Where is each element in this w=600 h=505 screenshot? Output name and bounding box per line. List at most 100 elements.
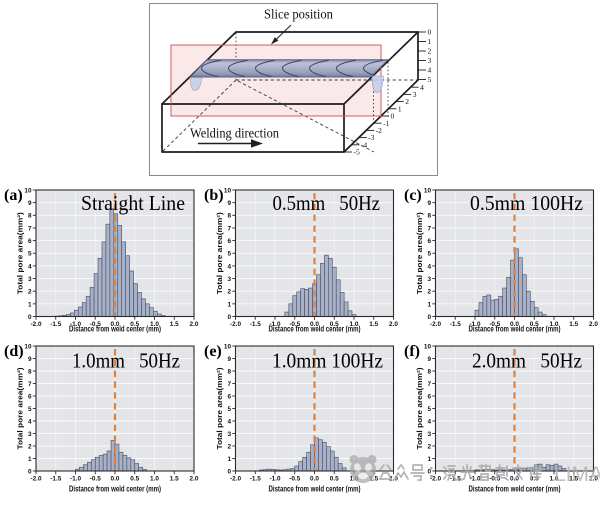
svg-text:4: 4 xyxy=(28,263,32,270)
svg-text:1: 1 xyxy=(398,104,402,113)
svg-text:Slice position: Slice position xyxy=(264,8,333,23)
svg-text:2: 2 xyxy=(427,289,431,296)
svg-text:(b): (b) xyxy=(204,187,224,204)
svg-text:-1.5: -1.5 xyxy=(450,321,461,328)
svg-text:0: 0 xyxy=(227,468,231,475)
svg-text:0.5mm 50Hz: 0.5mm 50Hz xyxy=(273,191,381,215)
svg-text:4: 4 xyxy=(227,263,231,270)
svg-text:LIMA: LIMA xyxy=(554,463,600,486)
svg-text:4: 4 xyxy=(427,418,431,425)
svg-text:6: 6 xyxy=(227,393,231,400)
svg-text:7: 7 xyxy=(227,225,231,232)
svg-text:4: 4 xyxy=(227,418,231,425)
svg-text:6: 6 xyxy=(28,393,32,400)
svg-text:0: 0 xyxy=(28,314,32,321)
svg-text:Total pore area(mm²): Total pore area(mm²) xyxy=(415,212,424,295)
svg-text:0: 0 xyxy=(427,314,431,321)
svg-text:1: 1 xyxy=(28,456,32,463)
svg-text:6: 6 xyxy=(28,238,32,245)
svg-text:-1.0: -1.0 xyxy=(469,475,480,482)
svg-text:-5: -5 xyxy=(354,148,360,157)
svg-text:4: 4 xyxy=(28,418,32,425)
svg-text:(e): (e) xyxy=(204,343,222,360)
svg-text:5: 5 xyxy=(227,251,231,258)
svg-text:8: 8 xyxy=(227,368,231,375)
svg-text:10: 10 xyxy=(24,187,32,194)
svg-text:2: 2 xyxy=(227,443,231,450)
svg-text:8: 8 xyxy=(28,368,32,375)
svg-text:0.5: 0.5 xyxy=(130,475,139,482)
svg-text:0: 0 xyxy=(428,28,432,37)
svg-text:4: 4 xyxy=(420,83,424,92)
svg-text:Distance from weld center (mm): Distance from weld center (mm) xyxy=(69,485,161,494)
svg-text:0: 0 xyxy=(227,314,231,321)
svg-text:Distance from weld center (mm): Distance from weld center (mm) xyxy=(269,325,361,334)
svg-text:9: 9 xyxy=(227,200,231,207)
svg-text:0.5: 0.5 xyxy=(330,475,339,482)
svg-text:-0.5: -0.5 xyxy=(289,475,300,482)
svg-text:7: 7 xyxy=(28,225,32,232)
svg-text:-1.5: -1.5 xyxy=(250,321,261,328)
svg-text:-2.0: -2.0 xyxy=(230,321,241,328)
svg-text:6: 6 xyxy=(427,238,431,245)
svg-text:1.5: 1.5 xyxy=(170,475,179,482)
svg-text:1: 1 xyxy=(28,301,32,308)
svg-text:-4: -4 xyxy=(361,140,367,149)
svg-text:-1.5: -1.5 xyxy=(250,475,261,482)
svg-text:5: 5 xyxy=(427,406,431,413)
svg-text:2: 2 xyxy=(428,47,432,56)
svg-text:0: 0 xyxy=(28,468,32,475)
svg-text:7: 7 xyxy=(227,381,231,388)
svg-text:-1: -1 xyxy=(383,119,389,128)
svg-text:2: 2 xyxy=(227,289,231,296)
svg-text:(a): (a) xyxy=(4,187,23,204)
svg-text:-3: -3 xyxy=(368,133,374,142)
svg-text:5: 5 xyxy=(28,406,32,413)
svg-text:7: 7 xyxy=(28,381,32,388)
svg-text:2: 2 xyxy=(427,443,431,450)
svg-text:-0.5: -0.5 xyxy=(90,475,101,482)
svg-text:9: 9 xyxy=(227,356,231,363)
svg-text:1.5: 1.5 xyxy=(369,321,378,328)
svg-text:Distance from weld center (mm): Distance from weld center (mm) xyxy=(469,485,561,494)
svg-text:1.5: 1.5 xyxy=(170,321,179,328)
svg-text:3: 3 xyxy=(428,56,432,65)
svg-text:0.0: 0.0 xyxy=(111,475,120,482)
svg-text:1: 1 xyxy=(427,301,431,308)
svg-text:0.0: 0.0 xyxy=(310,475,319,482)
svg-text:2.0: 2.0 xyxy=(389,321,398,328)
svg-text:3: 3 xyxy=(227,276,231,283)
svg-text:(f): (f) xyxy=(404,343,420,360)
svg-text:Distance from weld center (mm): Distance from weld center (mm) xyxy=(269,485,361,494)
svg-text:1.0mm 50Hz: 1.0mm 50Hz xyxy=(72,349,180,373)
svg-text:2.0: 2.0 xyxy=(190,321,199,328)
svg-text:10: 10 xyxy=(24,343,32,350)
svg-text:Total pore area(mm²): Total pore area(mm²) xyxy=(215,212,224,295)
svg-text:1.0: 1.0 xyxy=(150,475,159,482)
svg-text:0.5mm 100Hz: 0.5mm 100Hz xyxy=(470,191,583,215)
svg-text:Total pore area(mm²): Total pore area(mm²) xyxy=(415,367,424,450)
svg-text:Distance from weld center (mm): Distance from weld center (mm) xyxy=(69,325,161,334)
svg-text:10: 10 xyxy=(224,187,232,194)
svg-text:2: 2 xyxy=(28,443,32,450)
svg-text:9: 9 xyxy=(427,356,431,363)
svg-text:1.0mm 100Hz: 1.0mm 100Hz xyxy=(272,349,383,373)
svg-text:-1.0: -1.0 xyxy=(70,475,81,482)
svg-text:-1.0: -1.0 xyxy=(269,475,280,482)
svg-text:1.5: 1.5 xyxy=(569,321,578,328)
svg-text:10: 10 xyxy=(424,343,432,350)
svg-text:-2.0: -2.0 xyxy=(230,475,241,482)
svg-text:5: 5 xyxy=(427,251,431,258)
svg-text:Total pore area(mm²): Total pore area(mm²) xyxy=(215,367,224,450)
svg-text:10: 10 xyxy=(224,343,232,350)
svg-text:1: 1 xyxy=(227,456,231,463)
svg-text:8: 8 xyxy=(427,368,431,375)
svg-text:7: 7 xyxy=(427,225,431,232)
svg-text:6: 6 xyxy=(227,238,231,245)
svg-text:2: 2 xyxy=(28,289,32,296)
svg-text:-2.0: -2.0 xyxy=(430,321,441,328)
svg-text:-2.0: -2.0 xyxy=(30,321,41,328)
svg-text:(d): (d) xyxy=(4,343,24,360)
svg-text:-2.0: -2.0 xyxy=(30,475,41,482)
svg-text:8: 8 xyxy=(28,213,32,220)
